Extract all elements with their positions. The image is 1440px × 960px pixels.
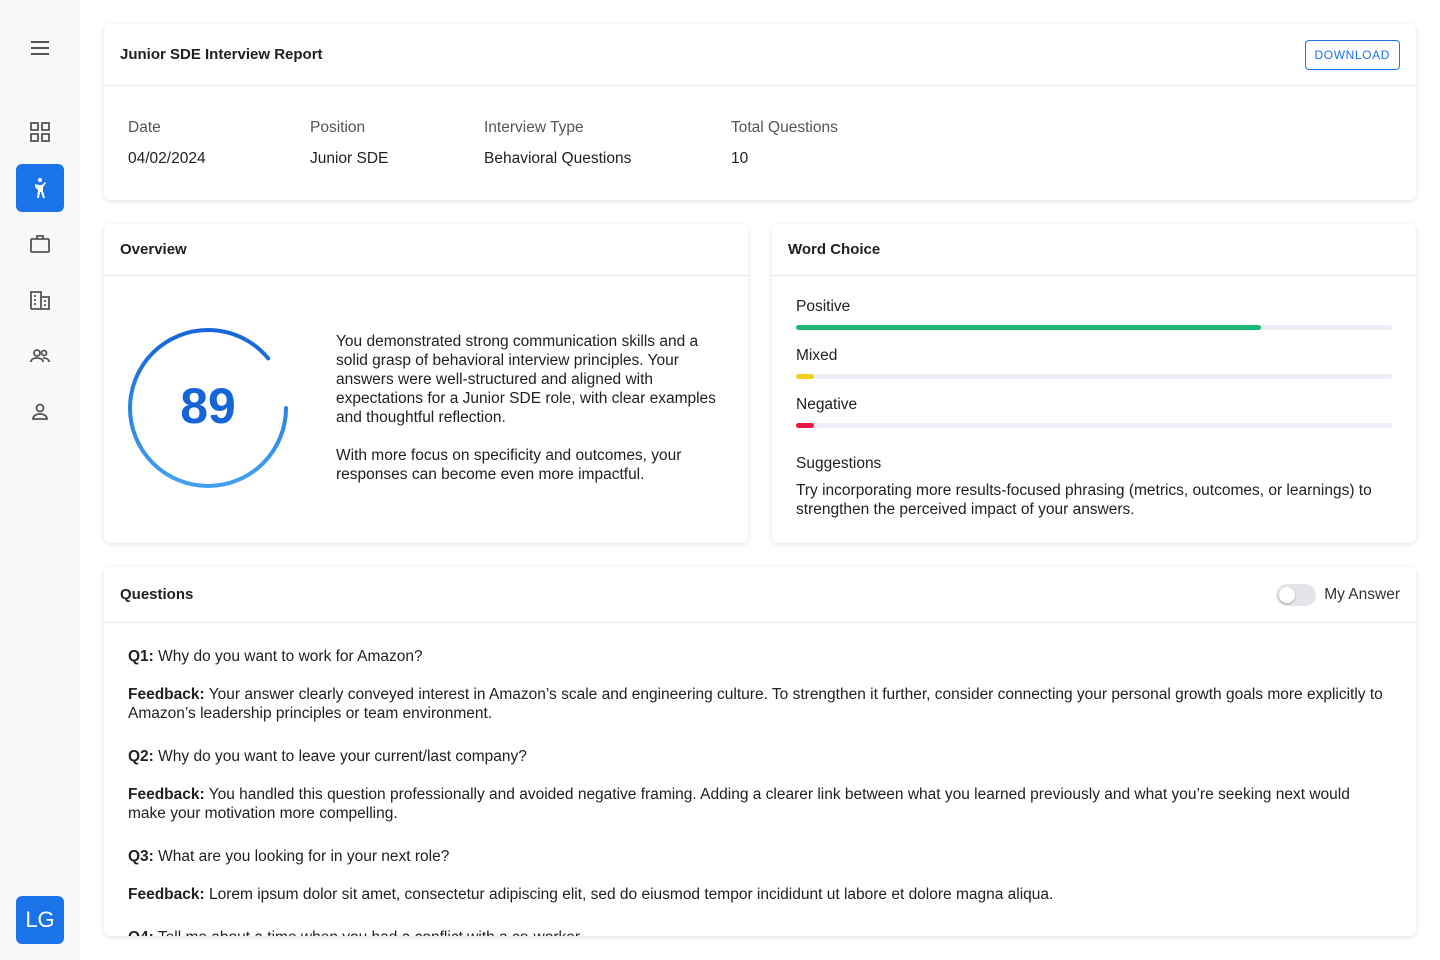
bar-fill (796, 325, 1261, 330)
question: Q3: What are you looking for in your nex… (128, 847, 1392, 904)
questions-card: Questions My Answer Q1: Why do you want … (104, 567, 1416, 936)
jobs-nav[interactable] (16, 220, 64, 268)
people-nav[interactable] (16, 332, 64, 380)
toggle-switch[interactable] (1276, 583, 1317, 606)
suggestions-title: Suggestions (796, 455, 882, 472)
word-choice-label: Positive (796, 298, 851, 315)
feedback: Feedback: Your answer clearly conveyed i… (128, 685, 1392, 723)
bar-track (796, 325, 1392, 330)
word-choice-label: Mixed (796, 347, 838, 364)
word-choice-item: Mixed (796, 347, 1392, 396)
word-choice-title: Word Choice (788, 241, 881, 258)
question: Q4: Tell me about a time when you had a … (128, 928, 1392, 936)
report-header-card: Junior SDE Interview Report DOWNLOAD Dat… (104, 24, 1416, 200)
question-text: Why do you want to work for Amazon? (158, 648, 423, 665)
suggestions: Suggestions Try incorporating more resul… (796, 454, 1392, 519)
question-text: What are you looking for in your next ro… (158, 848, 450, 865)
question-line: Q4: Tell me about a time when you had a … (128, 928, 1392, 936)
detail-label: Interview Type (484, 119, 584, 136)
score-value: 89 (180, 378, 236, 434)
detail-label: Position (310, 119, 366, 136)
card-header: Junior SDE Interview Report DOWNLOAD (104, 24, 1416, 86)
company-nav[interactable] (16, 276, 64, 324)
score-arc (128, 328, 288, 488)
overview-title: Overview (120, 241, 187, 258)
feedback: Feedback: You handled this question prof… (128, 785, 1392, 823)
overview-text: You demonstrated strong communication sk… (336, 332, 728, 484)
word-choice-list: Positive Mixed Negative (796, 298, 1392, 445)
word-choice-item: Negative (796, 396, 1392, 445)
bar-fill (796, 374, 814, 379)
overview-paragraph: You demonstrated strong communication sk… (336, 333, 716, 426)
questions-title: Questions (120, 586, 194, 603)
question-label: Q4: (128, 929, 154, 936)
question: Q1: Why do you want to work for Amazon? F… (128, 647, 1392, 723)
question-list: Q1: Why do you want to work for Amazon? F… (128, 647, 1392, 936)
question-line: Q3: What are you looking for in your nex… (128, 847, 1392, 866)
feedback-label: Feedback: (128, 786, 205, 803)
question-line: Q1: Why do you want to work for Amazon? (128, 647, 1392, 666)
detail: Total Questions 10 (731, 119, 838, 168)
detail: Date 04/02/2024 (128, 119, 206, 168)
question-text: Why do you want to leave your current/la… (158, 748, 527, 765)
question-text: Tell me about a time when you had a conf… (158, 929, 584, 936)
question: Q2: Why do you want to leave your curren… (128, 747, 1392, 823)
card-header: Overview (104, 224, 748, 276)
feedback-text: Lorem ipsum dolor sit amet, consectetur … (208, 886, 1054, 903)
toggle-label: My Answer (1324, 585, 1400, 603)
detail-label: Date (128, 119, 161, 136)
answer-toggle[interactable]: My Answer (1276, 583, 1400, 606)
bar-fill (796, 423, 814, 428)
dashboard-nav[interactable] (16, 108, 64, 156)
menu-button[interactable] (16, 24, 64, 72)
detail-label: Total Questions (731, 119, 838, 136)
bar-track (796, 423, 1392, 428)
interview-nav[interactable] (16, 164, 64, 212)
feedback-text: Your answer clearly conveyed interest in… (128, 686, 1383, 722)
card-header: Word Choice (772, 224, 1416, 276)
detail-value: 04/02/2024 (128, 150, 206, 167)
detail-value: 10 (731, 150, 749, 167)
overview-card: Overview 89 You demonstrated strong comm… (104, 224, 748, 543)
question-label: Q2: (128, 748, 154, 765)
sidebar: LG (0, 0, 80, 960)
detail-value: Behavioral Questions (484, 150, 632, 167)
download-button[interactable]: DOWNLOAD (1304, 39, 1400, 70)
question-label: Q3: (128, 848, 154, 865)
word-choice-card: Word Choice Positive Mixed Negative Sugges… (772, 224, 1416, 543)
feedback-label: Feedback: (128, 686, 205, 703)
word-choice-item: Positive (796, 298, 1392, 347)
bar-track (796, 374, 1392, 379)
feedback-label: Feedback: (128, 886, 205, 903)
word-choice-label: Negative (796, 396, 858, 413)
feedback: Feedback: Lorem ipsum dolor sit amet, co… (128, 885, 1392, 904)
feedback-text: You handled this question professionally… (128, 786, 1350, 822)
detail: Position Junior SDE (310, 119, 388, 168)
profile-nav[interactable] (16, 388, 64, 436)
avatar[interactable]: LG (16, 896, 64, 944)
suggestions-text: Try incorporating more results-focused p… (796, 482, 1372, 518)
overview-paragraph: With more focus on specificity and outco… (336, 447, 682, 483)
report-title: Junior SDE Interview Report (120, 46, 323, 63)
question-label: Q1: (128, 648, 154, 665)
card-header: Questions My Answer (104, 567, 1416, 623)
detail: Interview Type Behavioral Questions (484, 119, 631, 168)
detail-value: Junior SDE (310, 150, 389, 167)
question-line: Q2: Why do you want to leave your curren… (128, 747, 1392, 766)
score-ring: 89 (128, 328, 288, 488)
